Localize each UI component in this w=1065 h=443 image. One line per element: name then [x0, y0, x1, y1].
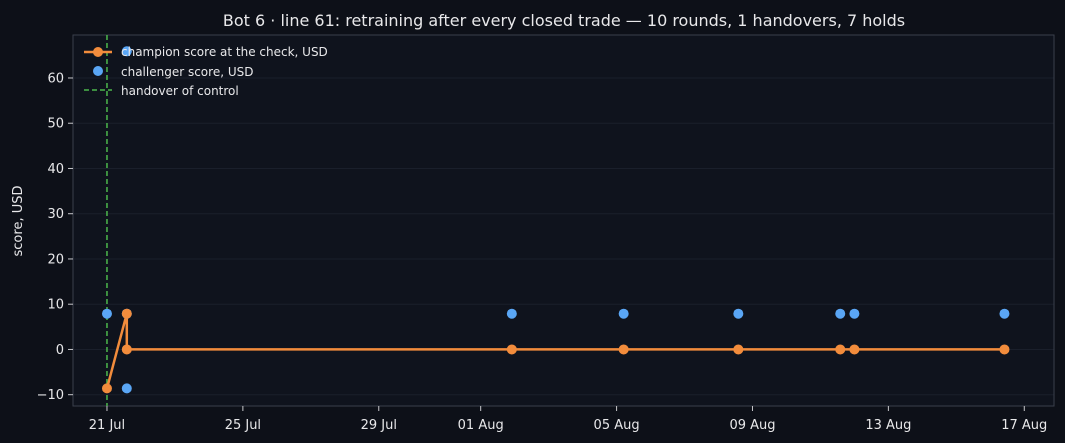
y-tick-label: 20 [47, 252, 64, 267]
y-axis-label: score, USD [11, 186, 26, 257]
champion-point [835, 344, 846, 355]
champion-point [101, 383, 112, 394]
y-tick-label: 0 [56, 343, 64, 358]
x-tick-label: 01 Aug [458, 418, 504, 433]
challenger-point [999, 308, 1010, 319]
x-tick-label: 25 Jul [225, 418, 261, 433]
chart-title: Bot 6 · line 61: retraining after every … [223, 11, 905, 30]
legend-champion-marker [93, 47, 103, 57]
y-tick-label: −10 [37, 388, 64, 403]
y-tick-label: 30 [47, 207, 64, 222]
x-tick-label: 29 Jul [361, 418, 397, 433]
challenger-point [835, 308, 846, 319]
challenger-point [121, 383, 132, 394]
y-tick-label: 50 [47, 117, 64, 132]
legend: champion score at the check, USD challen… [84, 45, 328, 98]
x-tick-label: 09 Aug [729, 418, 775, 433]
champion-point [618, 344, 629, 355]
champion-point [999, 344, 1010, 355]
challenger-point [101, 308, 112, 319]
legend-challenger-label: challenger score, USD [121, 65, 253, 79]
x-tick-label: 13 Aug [865, 418, 911, 433]
legend-handover-label: handover of control [121, 84, 239, 98]
challenger-point [733, 308, 744, 319]
challenger-point [849, 308, 860, 319]
challenger-point [506, 308, 517, 319]
champion-point [121, 344, 132, 355]
y-tick-label: 40 [47, 162, 64, 177]
champion-point [121, 308, 132, 319]
x-tick-label: 21 Jul [89, 418, 125, 433]
champion-point [506, 344, 517, 355]
axes-frame [72, 34, 1055, 407]
champion-point [733, 344, 744, 355]
challenger-point [618, 308, 629, 319]
challenger-point [121, 46, 132, 57]
x-tick-label: 05 Aug [594, 418, 640, 433]
champion-point [849, 344, 860, 355]
legend-challenger-marker [93, 66, 103, 76]
plot-area [73, 35, 1054, 406]
y-tick-label: 60 [47, 71, 64, 86]
y-tick-label: 10 [47, 298, 64, 313]
x-tick-label: 17 Aug [1001, 418, 1047, 433]
legend-champion-label: champion score at the check, USD [121, 45, 328, 59]
